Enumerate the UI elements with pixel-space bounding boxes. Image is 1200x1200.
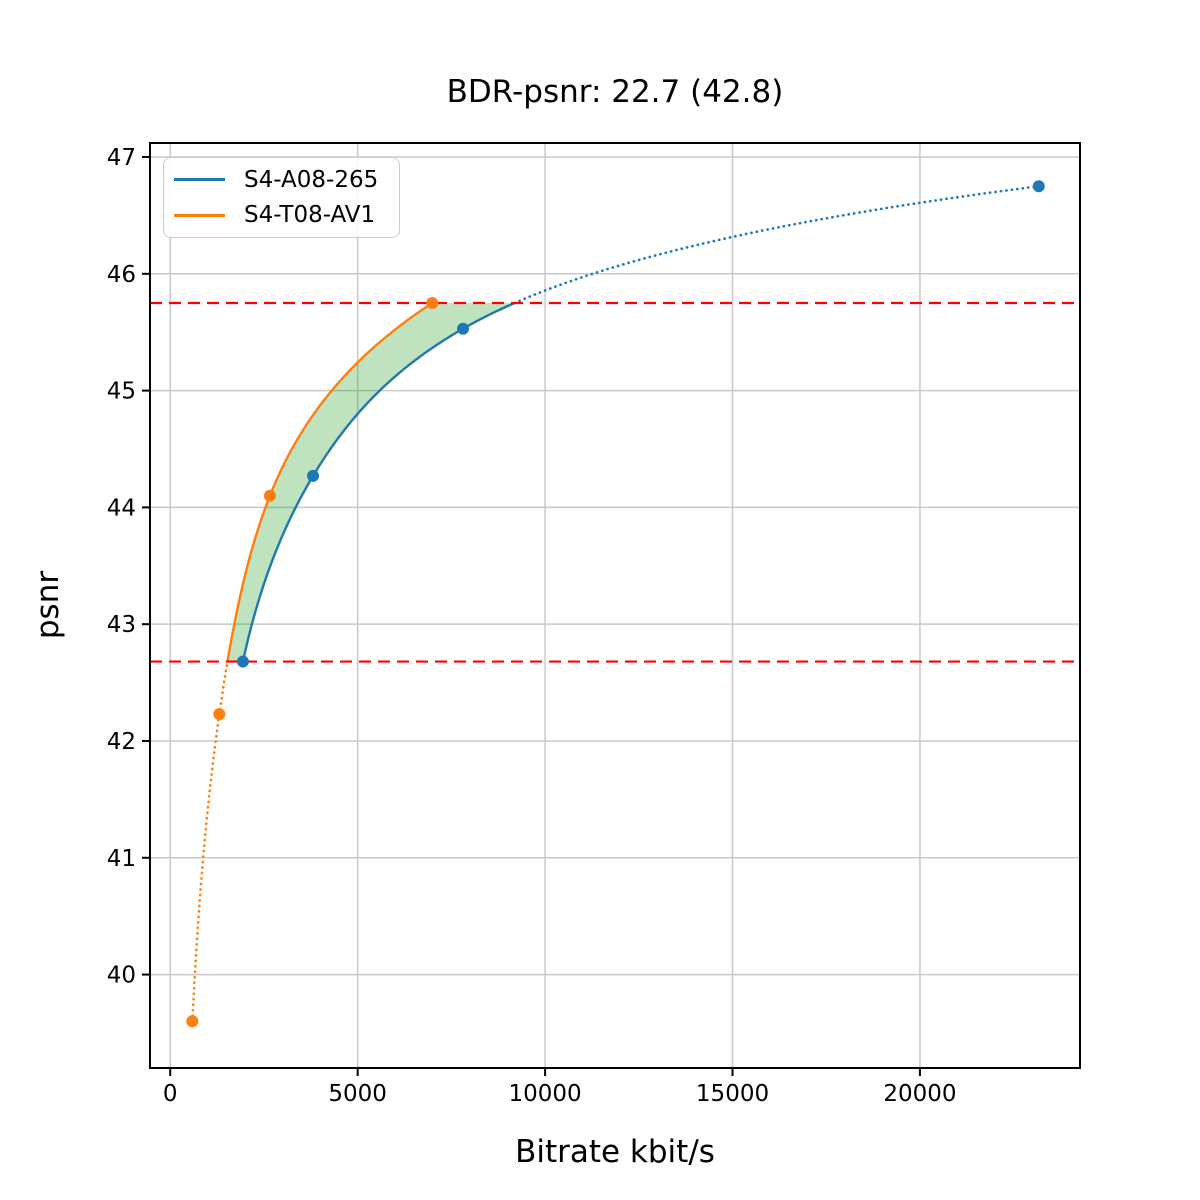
y-tick-label-42: 42 [107,729,136,755]
marker-s4-a08-265-0 [236,655,249,668]
legend-item-s4-t08-av1: S4-T08-AV1 [164,199,399,231]
marker-s4-a08-265-3 [1032,180,1045,193]
legend-line-swatch-orange [174,213,225,217]
y-tick-label-45: 45 [107,379,136,405]
y-axis-label: psnr [30,570,66,640]
marker-s4-a08-265-2 [456,322,469,335]
x-axis-label: Bitrate kbit/s [515,1134,715,1170]
marker-s4-t08-av1-1 [213,708,226,721]
x-tick-label-0: 0 [163,1081,178,1107]
marker-s4-a08-265-1 [307,469,320,482]
x-tick-label-10000: 10000 [509,1081,582,1107]
gridlines [150,143,1080,1068]
chart-title: BDR-psnr: 22.7 (42.8) [446,74,784,110]
series-s4-a08-265-solid-curve [241,301,516,663]
bd-shaded-region [227,303,515,662]
legend-label: S4-T08-AV1 [244,202,376,229]
legend: S4-A08-265 S4-T08-AV1 [163,157,400,238]
y-tick-label-41: 41 [107,846,136,872]
series-s4-t08-av1-solid-curve [226,301,434,663]
y-tick-label-46: 46 [107,262,136,288]
x-tick-label-20000: 20000 [883,1081,956,1107]
legend-label: S4-A08-265 [244,166,379,193]
y-tick-label-47: 47 [107,145,136,171]
x-tick-label-5000: 5000 [328,1081,387,1107]
x-tick-label-15000: 15000 [696,1081,769,1107]
marker-s4-t08-av1-3 [426,297,439,310]
y-tick-label-44: 44 [107,495,136,521]
marker-s4-t08-av1-2 [263,489,276,502]
marker-s4-t08-av1-0 [186,1015,199,1028]
legend-line-swatch-blue [174,178,225,182]
series-s4-a08-265-dotted-tail-high [513,184,1041,305]
axes-spines [149,142,1081,1069]
legend-item-s4-a08-265: S4-A08-265 [164,164,399,196]
y-tick-label-43: 43 [107,612,136,638]
series-s4-t08-av1-dotted-tail-low [191,660,229,1023]
y-tick-label-40: 40 [107,963,136,989]
